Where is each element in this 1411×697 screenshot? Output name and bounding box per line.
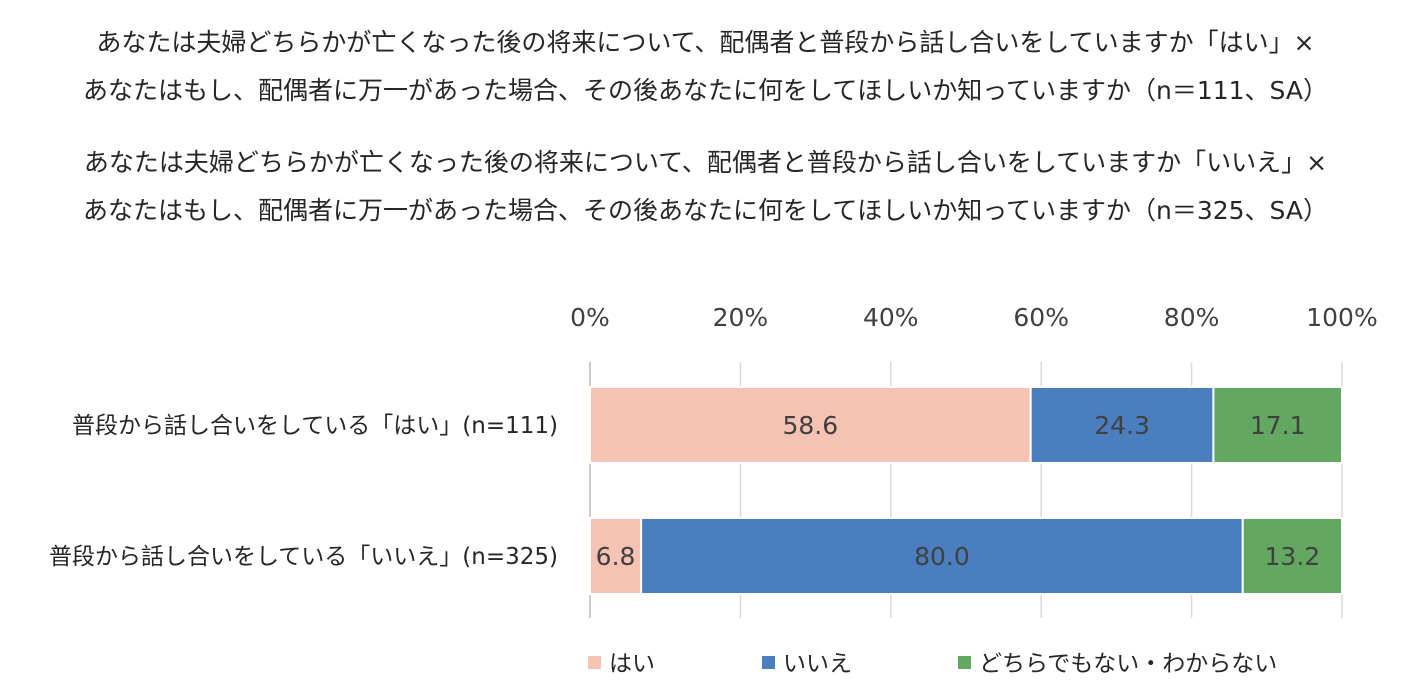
- x-tick-label: 0%: [570, 303, 610, 332]
- data-label: 17.1: [1250, 411, 1306, 440]
- x-tick-label: 80%: [1164, 303, 1220, 332]
- data-label: 58.6: [783, 411, 839, 440]
- bar-segment: [1029, 386, 1215, 464]
- data-label: 13.2: [1265, 542, 1321, 571]
- x-tick-label: 40%: [863, 303, 919, 332]
- legend-label: どちらでもない・わからない: [979, 651, 1277, 677]
- legend-swatch: [958, 656, 971, 669]
- chart-title-line-4: あなたはもし、配偶者に万一があった場合、その後あなたに何をしてほしいか知っていま…: [82, 196, 1328, 225]
- bar-segment: [1241, 517, 1343, 595]
- bar-segment: [589, 386, 1032, 464]
- legend-label: いいえ: [783, 651, 852, 677]
- x-tick-label: 60%: [1013, 303, 1069, 332]
- legend-label: はい: [609, 651, 655, 677]
- bar-segment: [1212, 386, 1343, 464]
- legend-swatch: [588, 656, 601, 669]
- bar-segment: [640, 517, 1244, 595]
- x-tick-label: 20%: [713, 303, 769, 332]
- chart-title-line-1: あなたは夫婦どちらかが亡くなった後の将来について、配偶者と普段から話し合いをして…: [96, 28, 1315, 57]
- bar-segment: [589, 517, 643, 595]
- data-label: 80.0: [914, 542, 970, 571]
- legend-swatch: [762, 656, 775, 669]
- chart-title-line-2: あなたはもし、配偶者に万一があった場合、その後あなたに何をしてほしいか知っていま…: [82, 76, 1328, 105]
- data-label: 6.8: [596, 542, 636, 571]
- chart-title-line-3: あなたは夫婦どちらかが亡くなった後の将来について、配偶者と普段から話し合いをして…: [83, 148, 1328, 177]
- category-label: 普段から話し合いをしている「はい」(n=111): [72, 413, 558, 439]
- category-label: 普段から話し合いをしている「いいえ」(n=325): [49, 544, 558, 570]
- x-tick-label: 100%: [1306, 303, 1377, 332]
- data-label: 24.3: [1094, 411, 1150, 440]
